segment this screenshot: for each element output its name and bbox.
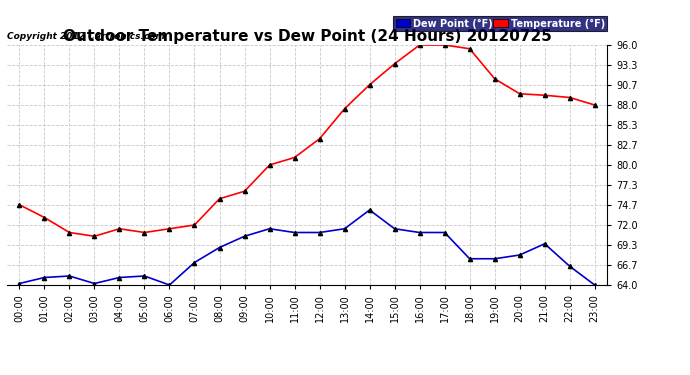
Legend: Dew Point (°F), Temperature (°F): Dew Point (°F), Temperature (°F) xyxy=(393,16,607,31)
Text: Copyright 2012 Cartronics.com: Copyright 2012 Cartronics.com xyxy=(7,32,165,41)
Title: Outdoor Temperature vs Dew Point (24 Hours) 20120725: Outdoor Temperature vs Dew Point (24 Hou… xyxy=(63,29,551,44)
